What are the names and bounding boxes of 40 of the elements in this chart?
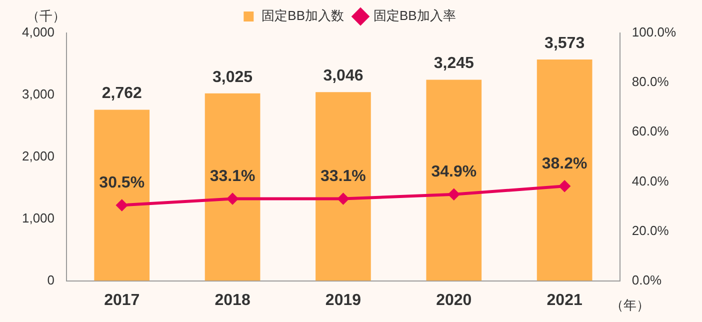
- bar: [316, 92, 371, 281]
- bar: [426, 80, 482, 281]
- text: 3,573: [544, 34, 585, 52]
- x-tick-label: 2020: [436, 292, 472, 309]
- text: 2,762: [102, 85, 142, 102]
- x-tick-label: 2017: [104, 292, 140, 309]
- x-axis-title: （年）: [610, 297, 650, 312]
- y2-tick-label: 40.0%: [632, 173, 670, 188]
- x-tick-label: 2021: [546, 292, 582, 309]
- y2-tick-label: 60.0%: [632, 124, 670, 139]
- data-label: 30.5%: [99, 174, 145, 192]
- y-tick-label: 1,000: [22, 210, 55, 226]
- text: 3,245: [434, 55, 474, 72]
- y-tick-label: 4,000: [22, 24, 55, 40]
- data-label: 33.1%: [210, 168, 256, 186]
- data-label: 33.1%: [320, 168, 366, 186]
- y2-tick-label: 20.0%: [632, 222, 670, 238]
- x-tick-label: 2019: [325, 292, 362, 309]
- bar: [94, 110, 150, 281]
- text: 3,046: [323, 68, 364, 85]
- point: [116, 200, 128, 211]
- y-tick-label: 2,000: [22, 148, 55, 164]
- x-tick-label: 2018: [214, 292, 250, 309]
- y2-tick-label: 100.0%: [632, 24, 676, 40]
- bar: [204, 93, 260, 281]
- point: [338, 193, 349, 204]
- point: [559, 180, 570, 192]
- y-axis-title: （千）: [26, 8, 66, 24]
- legend-label: 固定BB加入数: [262, 8, 344, 24]
- data-label: 34.9%: [431, 164, 477, 181]
- point: [448, 188, 460, 200]
- legend-label: 固定BB加入率: [374, 8, 456, 24]
- text: 3,025: [212, 68, 253, 86]
- data-label: 38.2%: [542, 156, 588, 173]
- bar: [536, 59, 592, 281]
- y-tick-label: 3,000: [22, 86, 55, 102]
- y-tick-label: 0: [47, 272, 55, 288]
- point: [227, 193, 238, 204]
- y2-tick-label: 0.0%: [632, 272, 662, 288]
- y2-tick-label: 80.0%: [632, 74, 670, 90]
